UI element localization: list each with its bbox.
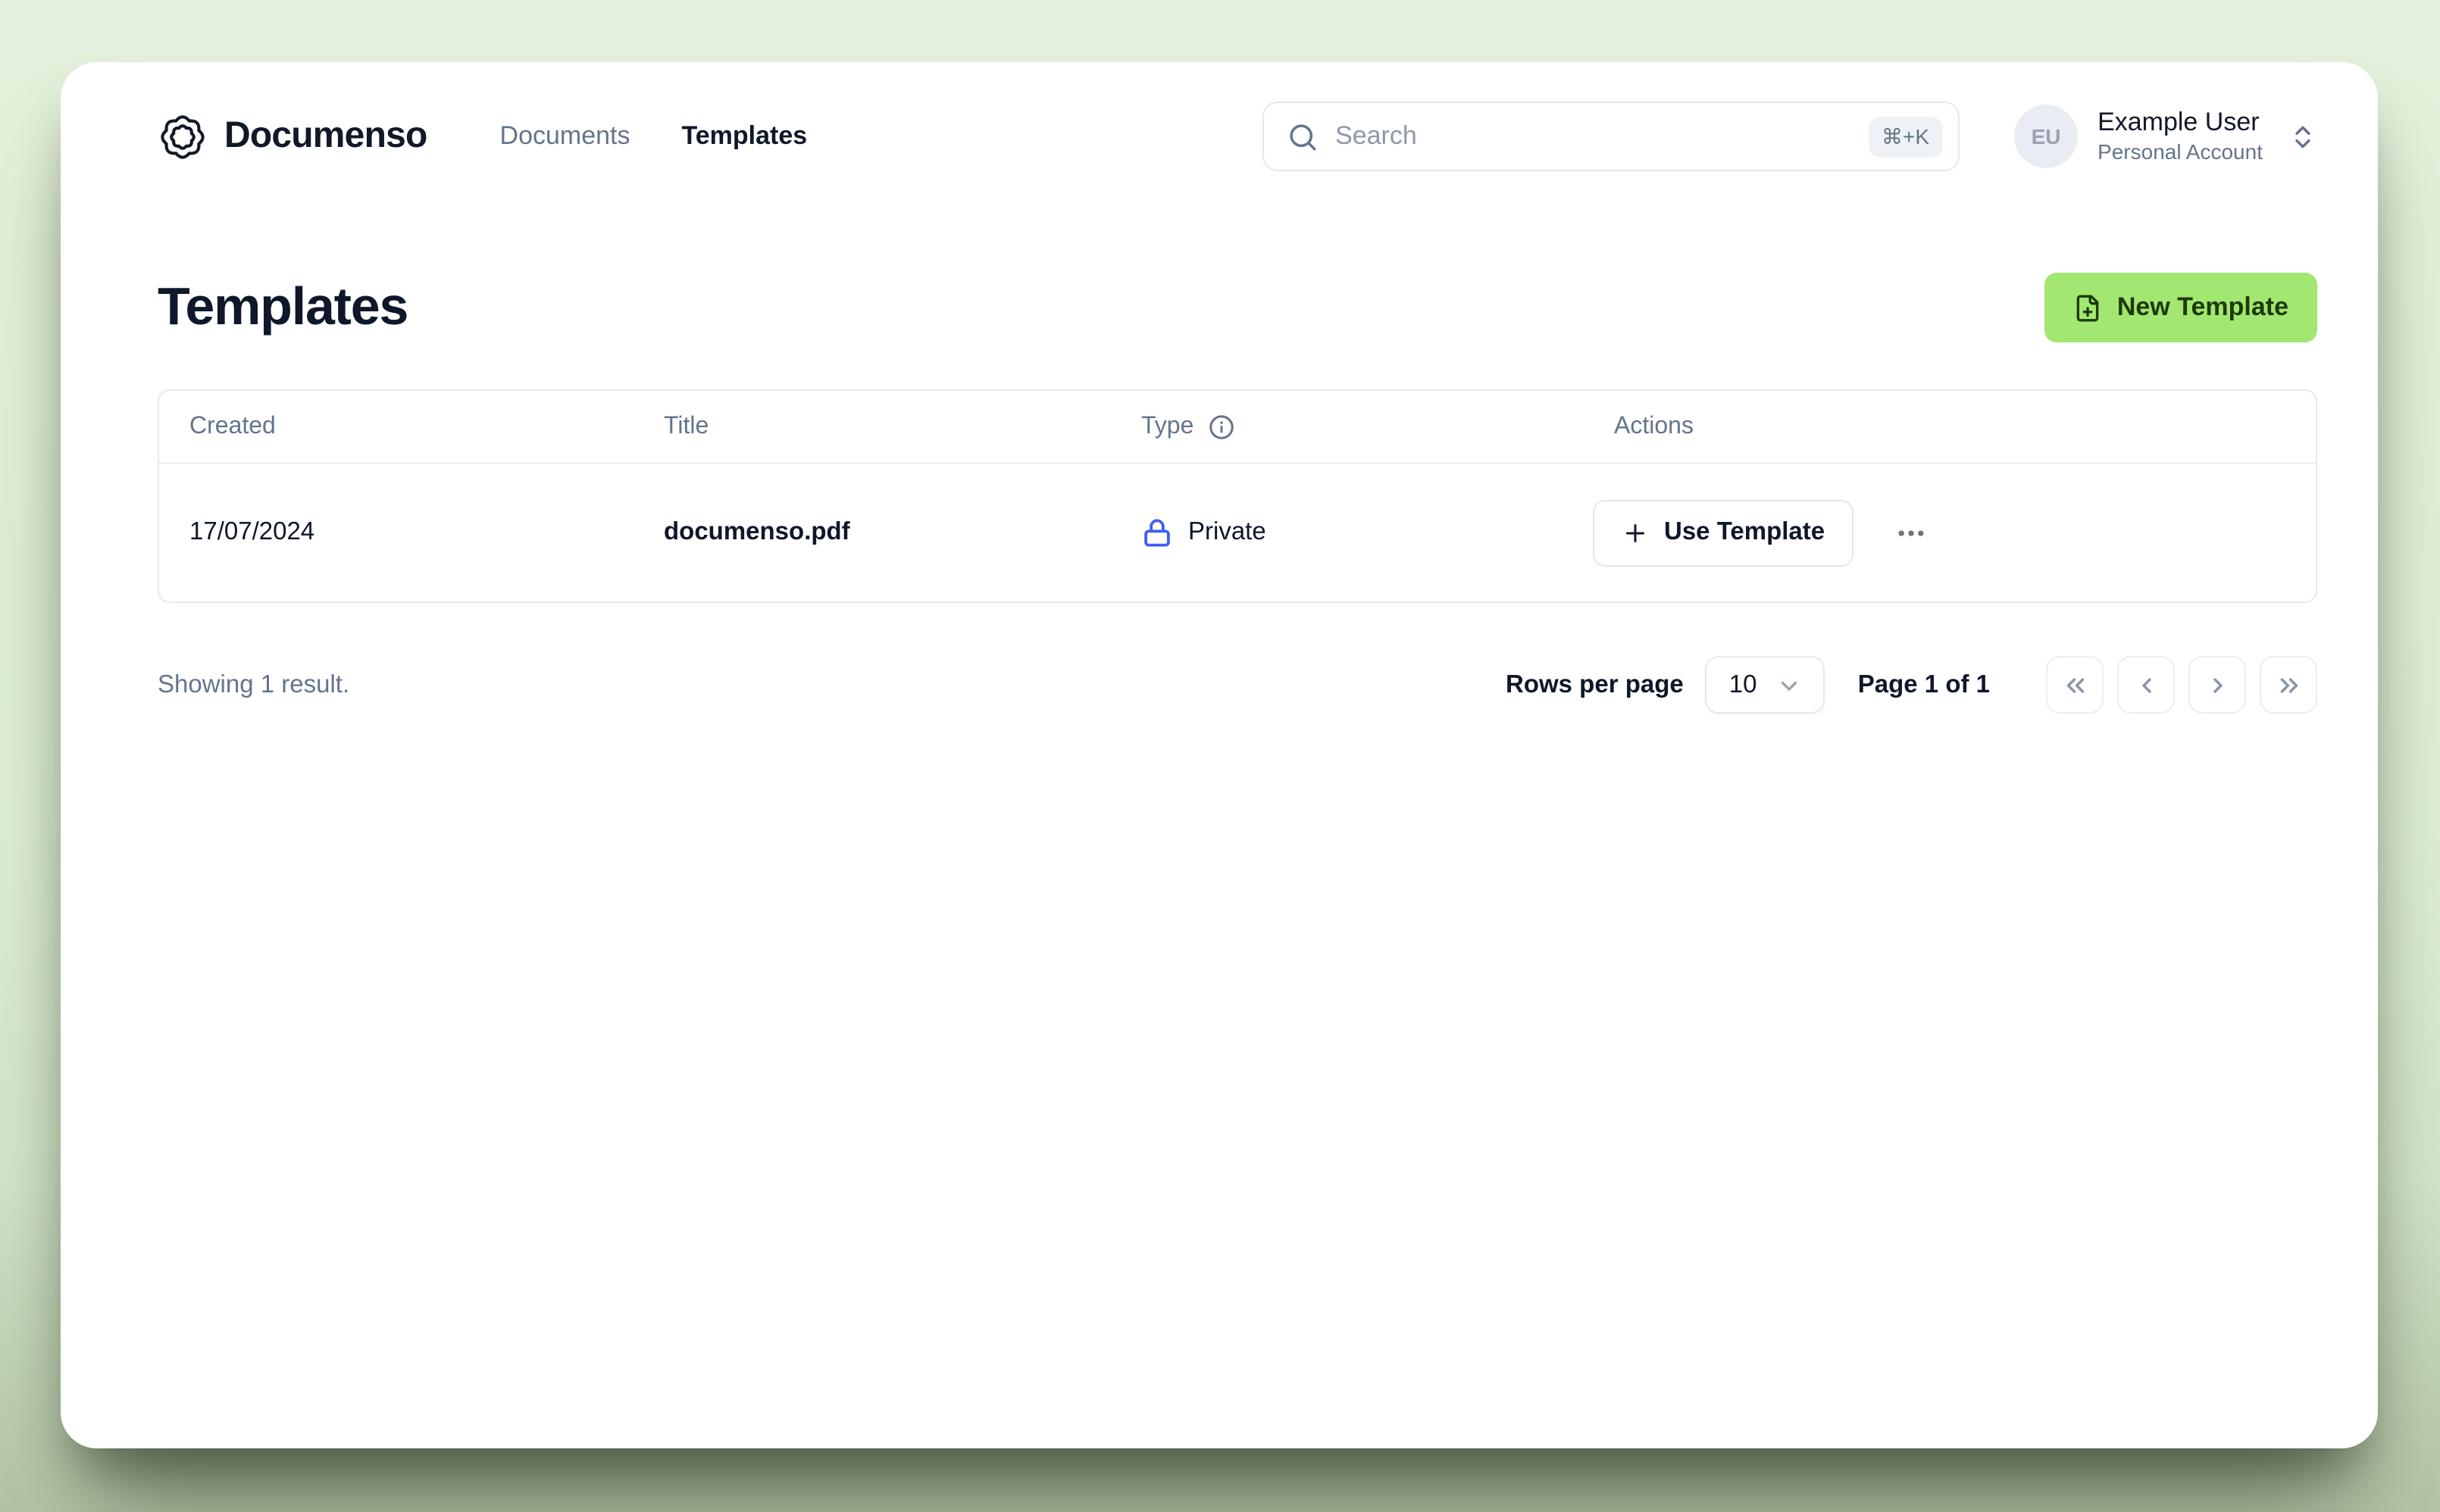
plus-icon <box>1622 519 1649 546</box>
search-icon <box>1287 120 1319 152</box>
last-page-button[interactable] <box>2260 656 2317 714</box>
column-header-created: Created <box>189 413 276 439</box>
prev-page-button[interactable] <box>2117 656 2175 714</box>
search-input[interactable] <box>1335 121 1852 152</box>
results-count: Showing 1 result. <box>158 670 350 698</box>
new-template-button[interactable]: New Template <box>2044 273 2317 342</box>
nav-documents[interactable]: Documents <box>499 121 630 150</box>
avatar: EU <box>2014 105 2079 168</box>
page-indicator: Page 1 of 1 <box>1857 670 1990 698</box>
table-row: 17/07/2024 documenso.pdf Private <box>159 464 2316 601</box>
use-template-label: Use Template <box>1664 518 1825 545</box>
use-template-button[interactable]: Use Template <box>1593 499 1854 566</box>
rows-per-page-select[interactable]: 10 <box>1704 656 1825 714</box>
cell-actions: Use Template <box>1584 499 2316 566</box>
user-name: Example User <box>2097 107 2260 136</box>
cell-created: 17/07/2024 <box>189 518 315 545</box>
search-shortcut-badge: ⌘+K <box>1868 116 1944 157</box>
chevrons-left-icon <box>2060 670 2089 699</box>
chevron-right-icon <box>2203 670 2232 699</box>
next-page-button[interactable] <box>2188 656 2246 714</box>
templates-table: Created Title Type Actions 17/07/2024 <box>158 389 2317 603</box>
main-nav: Documents Templates <box>500 121 808 152</box>
column-header-actions: Actions <box>1614 413 1694 439</box>
page-head: Templates New Template <box>158 271 2317 344</box>
column-header-title: Title <box>664 413 709 439</box>
chevron-down-icon <box>1776 672 1802 698</box>
info-icon[interactable] <box>1207 413 1234 440</box>
page-title: Templates <box>158 277 408 336</box>
lock-icon <box>1141 517 1173 548</box>
brand-name: Documenso <box>224 115 427 156</box>
row-menu-button[interactable] <box>1881 502 1941 563</box>
documenso-logo-icon <box>158 111 208 161</box>
rows-per-page-value: 10 <box>1728 670 1757 698</box>
nav-templates[interactable]: Templates <box>681 121 808 150</box>
app-window: Documenso Documents Templates ⌘+K EU <box>61 62 2378 1448</box>
chevrons-up-down-icon <box>2288 122 2317 151</box>
table-header-row: Created Title Type Actions <box>159 391 2316 464</box>
column-header-type: Type <box>1111 413 1584 440</box>
table-footer: Showing 1 result. Rows per page 10 Page … <box>158 654 2317 715</box>
ellipsis-icon <box>1894 516 1928 549</box>
first-page-button[interactable] <box>2046 656 2104 714</box>
chevron-left-icon <box>2132 670 2160 699</box>
user-menu[interactable]: EU Example User Personal Account <box>2014 105 2317 168</box>
rows-per-page-label: Rows per page <box>1506 670 1684 698</box>
file-plus-icon <box>2073 293 2102 322</box>
app-header: Documenso Documents Templates ⌘+K EU <box>158 62 2317 211</box>
search-bar[interactable]: ⌘+K <box>1262 102 1960 171</box>
new-template-label: New Template <box>2116 292 2288 321</box>
brand[interactable]: Documenso <box>158 111 427 161</box>
type-header-label: Type <box>1141 413 1194 439</box>
user-info: Example User Personal Account <box>2097 107 2263 164</box>
chevrons-right-icon <box>2274 670 2303 699</box>
pager-buttons <box>2046 656 2317 714</box>
cell-type: Private <box>1111 517 1584 548</box>
pagination: Rows per page 10 Page 1 of 1 <box>1506 656 2317 714</box>
cell-title: documenso.pdf <box>664 518 850 545</box>
user-account-type: Personal Account <box>2097 139 2263 164</box>
type-badge-label: Private <box>1188 518 1266 545</box>
